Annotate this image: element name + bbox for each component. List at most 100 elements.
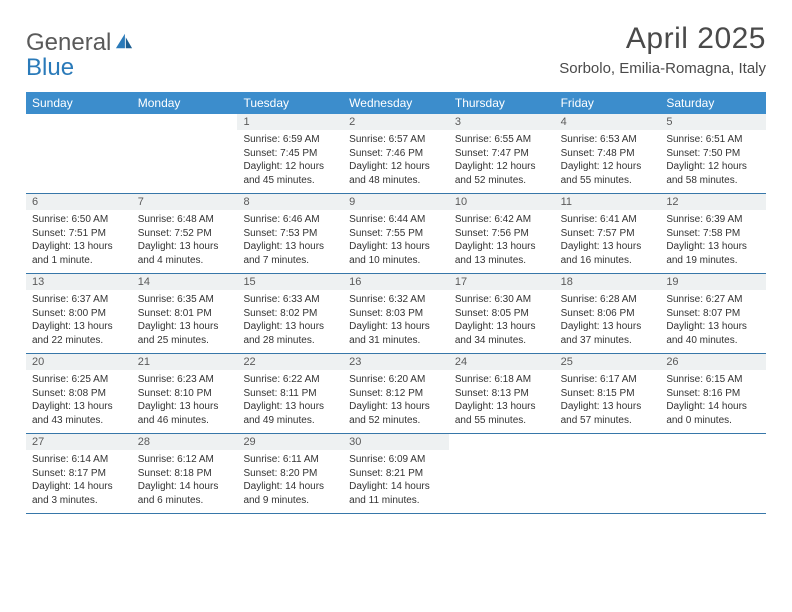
daylight-text: Daylight: 13 hours and 52 minutes. (349, 400, 443, 427)
day-cell: 25Sunrise: 6:17 AMSunset: 8:15 PMDayligh… (555, 354, 661, 433)
day-number: 3 (449, 114, 555, 130)
day-cell: 10Sunrise: 6:42 AMSunset: 7:56 PMDayligh… (449, 194, 555, 273)
day-number: 18 (555, 274, 661, 290)
day-body: Sunrise: 6:12 AMSunset: 8:18 PMDaylight:… (132, 450, 238, 513)
day-cell: 5Sunrise: 6:51 AMSunset: 7:50 PMDaylight… (660, 114, 766, 193)
dow-tuesday: Tuesday (237, 92, 343, 114)
day-cell: 15Sunrise: 6:33 AMSunset: 8:02 PMDayligh… (237, 274, 343, 353)
week-row: 27Sunrise: 6:14 AMSunset: 8:17 PMDayligh… (26, 434, 766, 514)
dow-sunday: Sunday (26, 92, 132, 114)
sunrise-text: Sunrise: 6:17 AM (561, 373, 655, 387)
sunrise-text: Sunrise: 6:23 AM (138, 373, 232, 387)
day-number: 8 (237, 194, 343, 210)
day-cell: 1Sunrise: 6:59 AMSunset: 7:45 PMDaylight… (237, 114, 343, 193)
daylight-text: Daylight: 13 hours and 34 minutes. (455, 320, 549, 347)
day-cell: 20Sunrise: 6:25 AMSunset: 8:08 PMDayligh… (26, 354, 132, 433)
daylight-text: Daylight: 14 hours and 9 minutes. (243, 480, 337, 507)
day-cell: 22Sunrise: 6:22 AMSunset: 8:11 PMDayligh… (237, 354, 343, 433)
sunrise-text: Sunrise: 6:28 AM (561, 293, 655, 307)
daylight-text: Daylight: 13 hours and 43 minutes. (32, 400, 126, 427)
day-cell: 4Sunrise: 6:53 AMSunset: 7:48 PMDaylight… (555, 114, 661, 193)
sunset-text: Sunset: 7:50 PM (666, 147, 760, 161)
week-row: 1Sunrise: 6:59 AMSunset: 7:45 PMDaylight… (26, 114, 766, 194)
daylight-text: Daylight: 12 hours and 48 minutes. (349, 160, 443, 187)
day-body: Sunrise: 6:28 AMSunset: 8:06 PMDaylight:… (555, 290, 661, 353)
sunset-text: Sunset: 8:08 PM (32, 387, 126, 401)
day-body: Sunrise: 6:22 AMSunset: 8:11 PMDaylight:… (237, 370, 343, 433)
daylight-text: Daylight: 13 hours and 28 minutes. (243, 320, 337, 347)
sunset-text: Sunset: 8:13 PM (455, 387, 549, 401)
day-number: 30 (343, 434, 449, 450)
day-body: Sunrise: 6:30 AMSunset: 8:05 PMDaylight:… (449, 290, 555, 353)
day-cell (26, 114, 132, 193)
day-body: Sunrise: 6:15 AMSunset: 8:16 PMDaylight:… (660, 370, 766, 433)
day-body: Sunrise: 6:39 AMSunset: 7:58 PMDaylight:… (660, 210, 766, 273)
day-body: Sunrise: 6:59 AMSunset: 7:45 PMDaylight:… (237, 130, 343, 193)
day-cell: 18Sunrise: 6:28 AMSunset: 8:06 PMDayligh… (555, 274, 661, 353)
day-number: 20 (26, 354, 132, 370)
day-body: Sunrise: 6:51 AMSunset: 7:50 PMDaylight:… (660, 130, 766, 193)
sunrise-text: Sunrise: 6:22 AM (243, 373, 337, 387)
sunrise-text: Sunrise: 6:51 AM (666, 133, 760, 147)
daylight-text: Daylight: 13 hours and 25 minutes. (138, 320, 232, 347)
day-body: Sunrise: 6:46 AMSunset: 7:53 PMDaylight:… (237, 210, 343, 273)
daylight-text: Daylight: 13 hours and 4 minutes. (138, 240, 232, 267)
logo-text-b: Blue (26, 54, 74, 81)
daylight-text: Daylight: 12 hours and 58 minutes. (666, 160, 760, 187)
day-number: 17 (449, 274, 555, 290)
day-body: Sunrise: 6:42 AMSunset: 7:56 PMDaylight:… (449, 210, 555, 273)
day-body: Sunrise: 6:33 AMSunset: 8:02 PMDaylight:… (237, 290, 343, 353)
daylight-text: Daylight: 13 hours and 1 minute. (32, 240, 126, 267)
day-body: Sunrise: 6:53 AMSunset: 7:48 PMDaylight:… (555, 130, 661, 193)
sunrise-text: Sunrise: 6:30 AM (455, 293, 549, 307)
day-body: Sunrise: 6:44 AMSunset: 7:55 PMDaylight:… (343, 210, 449, 273)
dow-friday: Friday (555, 92, 661, 114)
day-number: 6 (26, 194, 132, 210)
daylight-text: Daylight: 13 hours and 37 minutes. (561, 320, 655, 347)
day-body: Sunrise: 6:48 AMSunset: 7:52 PMDaylight:… (132, 210, 238, 273)
day-body: Sunrise: 6:25 AMSunset: 8:08 PMDaylight:… (26, 370, 132, 433)
daylight-text: Daylight: 14 hours and 3 minutes. (32, 480, 126, 507)
day-cell (555, 434, 661, 513)
day-cell: 13Sunrise: 6:37 AMSunset: 8:00 PMDayligh… (26, 274, 132, 353)
day-body: Sunrise: 6:35 AMSunset: 8:01 PMDaylight:… (132, 290, 238, 353)
day-number: 22 (237, 354, 343, 370)
day-body: Sunrise: 6:23 AMSunset: 8:10 PMDaylight:… (132, 370, 238, 433)
day-number: 7 (132, 194, 238, 210)
day-body: Sunrise: 6:57 AMSunset: 7:46 PMDaylight:… (343, 130, 449, 193)
sunset-text: Sunset: 8:10 PM (138, 387, 232, 401)
sunrise-text: Sunrise: 6:15 AM (666, 373, 760, 387)
week-row: 20Sunrise: 6:25 AMSunset: 8:08 PMDayligh… (26, 354, 766, 434)
sunrise-text: Sunrise: 6:27 AM (666, 293, 760, 307)
sunrise-text: Sunrise: 6:41 AM (561, 213, 655, 227)
sunrise-text: Sunrise: 6:35 AM (138, 293, 232, 307)
sunrise-text: Sunrise: 6:32 AM (349, 293, 443, 307)
sunrise-text: Sunrise: 6:46 AM (243, 213, 337, 227)
day-number: 2 (343, 114, 449, 130)
day-number: 10 (449, 194, 555, 210)
sunset-text: Sunset: 7:52 PM (138, 227, 232, 241)
logo-text-a: General (26, 29, 111, 56)
daylight-text: Daylight: 13 hours and 57 minutes. (561, 400, 655, 427)
sunrise-text: Sunrise: 6:39 AM (666, 213, 760, 227)
sunrise-text: Sunrise: 6:50 AM (32, 213, 126, 227)
day-cell: 17Sunrise: 6:30 AMSunset: 8:05 PMDayligh… (449, 274, 555, 353)
sunset-text: Sunset: 8:07 PM (666, 307, 760, 321)
week-row: 6Sunrise: 6:50 AMSunset: 7:51 PMDaylight… (26, 194, 766, 274)
sunset-text: Sunset: 8:05 PM (455, 307, 549, 321)
day-number: 29 (237, 434, 343, 450)
sunrise-text: Sunrise: 6:57 AM (349, 133, 443, 147)
sunset-text: Sunset: 8:01 PM (138, 307, 232, 321)
sunrise-text: Sunrise: 6:37 AM (32, 293, 126, 307)
sunrise-text: Sunrise: 6:20 AM (349, 373, 443, 387)
day-cell: 30Sunrise: 6:09 AMSunset: 8:21 PMDayligh… (343, 434, 449, 513)
header-row: GeneralBlue April 2025 Sorbolo, Emilia-R… (26, 22, 766, 80)
day-number: 5 (660, 114, 766, 130)
day-number: 1 (237, 114, 343, 130)
sunrise-text: Sunrise: 6:48 AM (138, 213, 232, 227)
day-number: 11 (555, 194, 661, 210)
day-body: Sunrise: 6:14 AMSunset: 8:17 PMDaylight:… (26, 450, 132, 513)
sunset-text: Sunset: 7:45 PM (243, 147, 337, 161)
day-number: 9 (343, 194, 449, 210)
day-number: 13 (26, 274, 132, 290)
